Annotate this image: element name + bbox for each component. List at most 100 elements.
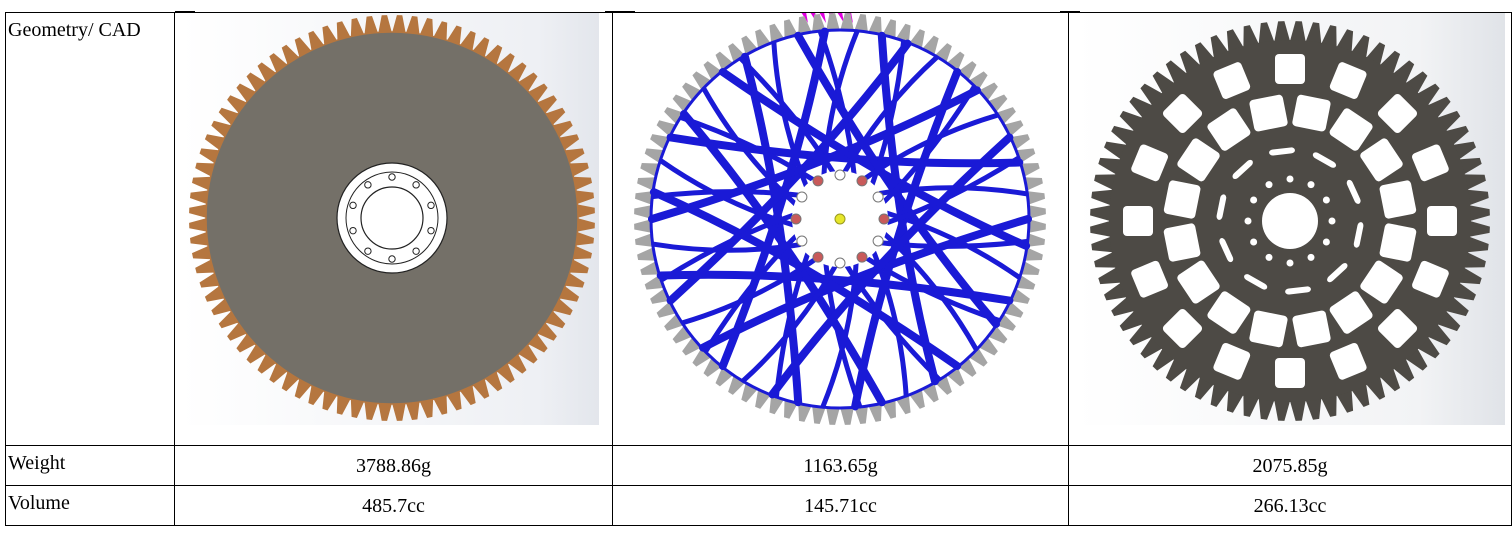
volume-value-topology: 145.71cc [612, 485, 1069, 526]
center-load-point [834, 213, 846, 225]
pocket [1353, 222, 1364, 248]
pocket [1207, 108, 1251, 151]
bolt-hole [1322, 238, 1330, 246]
bolt-hole [349, 201, 357, 210]
pocket [1213, 62, 1251, 99]
solid-sprocket-image-cell [174, 12, 613, 446]
pocket [1312, 152, 1337, 168]
pocket [1346, 179, 1361, 204]
pocket [1329, 291, 1373, 334]
bolt-hole [1244, 217, 1252, 225]
comparison-table: Geometry/ CAD [5, 12, 1512, 526]
topology-sprocket-image [634, 13, 1046, 425]
hub-ring [345, 171, 439, 265]
solid-sprocket-image [181, 13, 599, 425]
center-bore [360, 186, 424, 250]
bolt-hole [1265, 181, 1273, 189]
pocket [1412, 144, 1449, 182]
bolt-constraint [812, 175, 824, 187]
pocket [1427, 206, 1457, 236]
pocket [1216, 194, 1227, 220]
pocket [1163, 180, 1201, 219]
bolt-constraint [878, 213, 890, 225]
bolt-constraint [812, 251, 824, 263]
topology-sprocket-image-cell [612, 12, 1069, 446]
volume-value-solid: 485.7cc [174, 485, 613, 526]
pocket [1249, 310, 1288, 348]
lightening-pockets [1123, 54, 1457, 388]
bolt-holes [349, 173, 435, 263]
pocket [1360, 138, 1403, 182]
center-bore [1262, 193, 1318, 249]
bolt-hole [1286, 259, 1294, 267]
pocket [1123, 206, 1153, 236]
weight-label: Weight [5, 445, 175, 486]
pocket [1163, 223, 1201, 262]
bolt-hole [1328, 217, 1336, 225]
pocket [1249, 94, 1288, 132]
bolt-hole [1250, 238, 1258, 246]
bolt-hole [388, 255, 396, 263]
weight-row: Weight 3788.86g 1163.65g 2075.85g [5, 445, 1512, 486]
pocket [1377, 308, 1418, 349]
bolt-constraint [872, 191, 884, 203]
pocket [1162, 308, 1203, 349]
pocket [1379, 180, 1417, 219]
pocket [1207, 291, 1251, 334]
weight-value-topology: 1163.65g [612, 445, 1069, 486]
volume-value-lightweight: 266.13cc [1068, 485, 1512, 526]
pocket [1292, 310, 1331, 348]
geometry-row: Geometry/ CAD [5, 12, 1512, 446]
volume-row: Volume 485.7cc 145.71cc 266.13cc [5, 485, 1512, 526]
pocket [1177, 138, 1220, 182]
bolt-hole [1286, 175, 1294, 183]
pocket [1285, 286, 1311, 295]
bolt-hole [427, 201, 435, 210]
bolt-constraints [790, 169, 890, 269]
pocket [1275, 358, 1305, 388]
weight-value-lightweight: 2075.85g [1068, 445, 1512, 486]
bolt-hole [1322, 196, 1330, 204]
pocket [1329, 62, 1367, 99]
pocket [1329, 342, 1367, 380]
pocket [1379, 223, 1417, 262]
pocket [1377, 93, 1418, 134]
pocket [1292, 94, 1331, 132]
pocket [1327, 263, 1348, 283]
pocket [1162, 93, 1203, 134]
lightweight-sprocket-image-cell [1068, 12, 1512, 446]
pocket [1131, 260, 1168, 298]
bolt-constraint [790, 213, 802, 225]
bolt-hole [388, 173, 396, 181]
bolt-hole [1307, 181, 1315, 189]
topology-members [648, 27, 1032, 411]
pocket [1360, 260, 1403, 304]
geometry-label: Geometry/ CAD [5, 12, 175, 446]
bolt-constraint [796, 191, 808, 203]
bolt-hole [1250, 196, 1258, 204]
pocket [1131, 144, 1168, 182]
pocket [1177, 260, 1220, 304]
bolt-hole [412, 247, 420, 255]
pocket [1213, 342, 1251, 380]
bolt-constraint [796, 235, 808, 247]
bolt-hole [349, 226, 357, 235]
bolt-constraint [834, 169, 846, 181]
bolt-hole [1307, 253, 1315, 261]
pocket [1275, 54, 1305, 84]
bolt-constraint [856, 175, 868, 187]
pocket [1412, 260, 1449, 298]
lightweight-sprocket-image [1075, 13, 1505, 425]
bolt-hole [364, 181, 372, 189]
pocket [1219, 238, 1234, 263]
pocket [1232, 159, 1253, 180]
topology-member [768, 133, 1014, 399]
bolt-hole [427, 226, 435, 235]
pocket [1269, 147, 1295, 156]
pocket [1329, 108, 1373, 151]
bolt-constraint [872, 235, 884, 247]
bolt-hole [1265, 253, 1273, 261]
bolt-constraint [834, 257, 846, 269]
bolt-hole [364, 247, 372, 255]
bolt-hole [412, 181, 420, 189]
